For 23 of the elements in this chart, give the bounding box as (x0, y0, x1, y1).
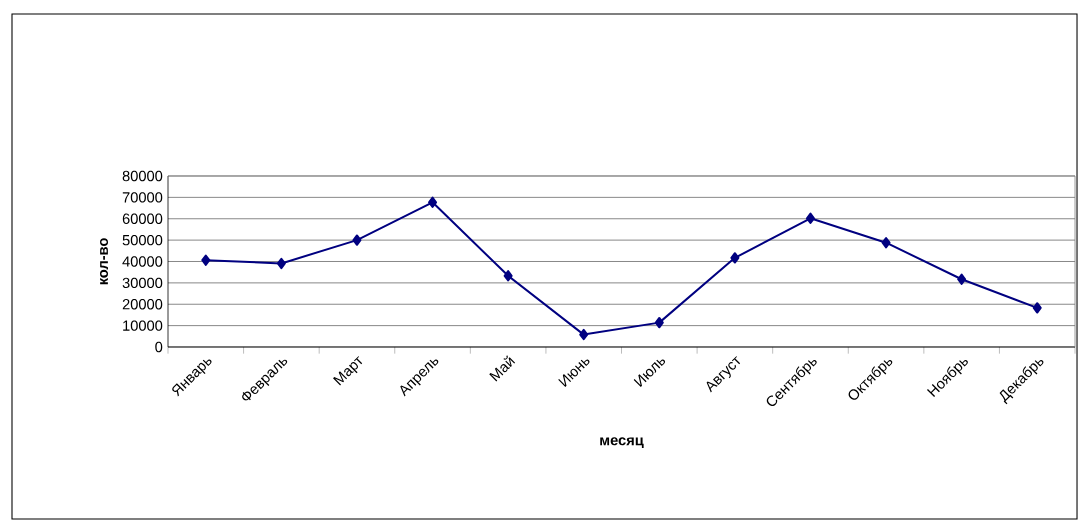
point (428, 196, 438, 208)
y-tick-label: 80000 (122, 170, 163, 182)
point (957, 273, 967, 285)
y-tick-label: 50000 (122, 234, 163, 246)
y-tick-label: 10000 (123, 320, 163, 331)
y-tick-label: 40000 (122, 256, 163, 267)
point (1032, 302, 1042, 314)
y-tick-label: 0 (155, 341, 163, 353)
point (654, 316, 664, 329)
point (730, 252, 740, 264)
point (503, 270, 513, 282)
point (276, 257, 286, 270)
y-tick-label: 20000 (122, 299, 163, 310)
point (201, 254, 211, 266)
y-tick-label: 60000 (122, 213, 163, 224)
point (352, 234, 362, 246)
x-axis-title: месяц (600, 437, 644, 449)
y-tick-label: 70000 (122, 192, 163, 203)
point (881, 237, 891, 249)
point (805, 212, 815, 224)
point (579, 328, 589, 341)
y-axis-title: кол-во (99, 238, 109, 285)
y-tick-label: 30000 (122, 277, 163, 289)
